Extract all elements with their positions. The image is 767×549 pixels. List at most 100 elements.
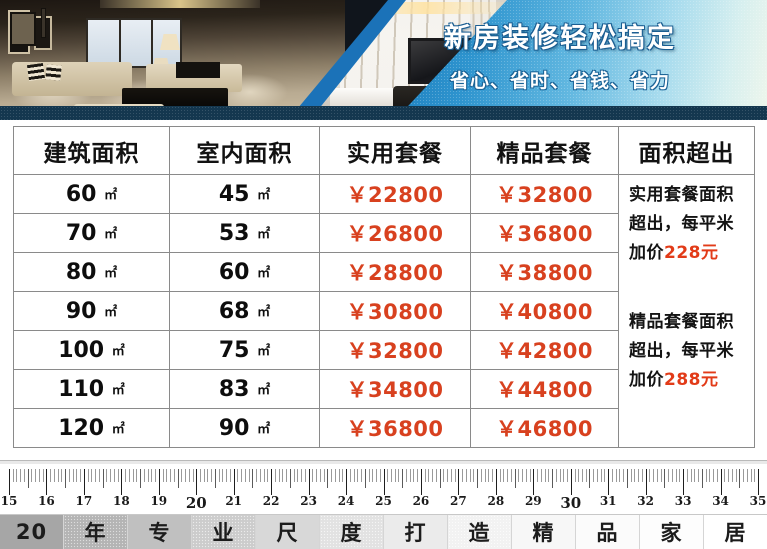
ruler-minor-tick <box>304 469 306 482</box>
table-row: 90 ㎡ 68 ㎡ ￥30800 ￥40800 <box>13 291 755 331</box>
ruler-minor-tick <box>237 469 239 482</box>
ruler-minor-tick <box>518 469 520 482</box>
table-row: 120 ㎡ 90 ㎡ ￥36800 ￥46800 <box>13 408 755 448</box>
ruler-minor-tick <box>488 469 490 482</box>
ruler-minor-tick <box>128 469 130 482</box>
ruler-minor-tick <box>653 469 655 482</box>
ruler-number-labels: 15 16 17 18 19 20 21 22 23 24 25 26 27 28 29 30 31 32 33 34… <box>0 494 767 512</box>
slogan-cell: 家 <box>640 515 704 549</box>
ruler-minor-tick <box>274 469 276 482</box>
cell-inner-area: 83 ㎡ <box>169 369 320 409</box>
ruler-major-tick <box>533 469 535 495</box>
cove-light-strip <box>335 2 515 14</box>
navy-bottom-bar <box>0 106 767 120</box>
ruler-label: 19 <box>150 494 168 508</box>
pillow-icon <box>26 62 46 82</box>
ruler-minor-tick <box>16 469 18 482</box>
ruler-minor-tick <box>713 469 715 482</box>
ruler-minor-tick <box>735 469 737 482</box>
ruler-minor-tick <box>117 469 119 482</box>
ruler-minor-tick <box>151 469 153 482</box>
ruler-minor-tick <box>750 469 752 482</box>
cell-building-area: 80 ㎡ <box>13 252 170 292</box>
ruler-minor-tick <box>38 469 40 482</box>
cell-premium-price: ￥44800 <box>470 369 619 409</box>
ruler-label: 30 <box>560 494 582 512</box>
cell-inner-area: 60 ㎡ <box>169 252 320 292</box>
living-room-photo <box>0 0 345 120</box>
picture-frame-slim-icon <box>41 8 46 38</box>
cell-inner-area: 45 ㎡ <box>169 174 320 214</box>
header-banner: 新房装修轻松搞定 省心、省时、省钱、省力 <box>0 0 767 120</box>
ruler-minor-tick <box>136 469 138 482</box>
slogan-cell: 打 <box>384 515 448 549</box>
ruler-minor-tick <box>469 469 471 482</box>
ruler-minor-tick <box>585 469 587 482</box>
ruler-minor-tick <box>379 469 381 482</box>
ruler-minor-tick <box>95 469 97 482</box>
ruler-label: 23 <box>300 494 317 508</box>
ruler-label: 16 <box>38 494 55 508</box>
table-row: 70 ㎡ 53 ㎡ ￥26800 ￥36800 <box>13 213 755 253</box>
ruler-minor-tick <box>743 469 745 482</box>
ruler-minor-tick <box>716 469 718 482</box>
cell-practical-price: ￥34800 <box>319 369 471 409</box>
ruler-half-tick <box>664 469 666 488</box>
ruler-label: 20 <box>185 494 207 512</box>
ruler-major-tick <box>683 469 685 495</box>
ruler-minor-tick <box>173 469 175 482</box>
ruler-minor-tick <box>229 469 231 482</box>
ruler-major-tick <box>9 469 10 495</box>
ruler-minor-tick <box>259 469 261 482</box>
slogan-cell: 尺 <box>256 515 320 549</box>
ruler-minor-tick <box>728 469 730 482</box>
ruler-minor-tick <box>125 469 127 482</box>
pillow-secondary-icon <box>45 64 62 81</box>
ruler-minor-tick <box>510 469 512 482</box>
ruler-minor-tick <box>499 469 501 482</box>
cell-area-overrun-notes: 实用套餐面积 超出，每平米 加价228元 精品套餐面积 超出，每平米 加价288… <box>618 174 755 448</box>
ruler-minor-tick <box>132 469 134 482</box>
ruler-major-tick <box>758 469 759 495</box>
ruler-minor-tick <box>87 469 89 482</box>
ruler-minor-tick <box>42 469 44 482</box>
ruler-minor-tick <box>522 469 524 482</box>
ruler-minor-tick <box>525 469 527 482</box>
ruler-minor-tick <box>705 469 707 482</box>
ruler-minor-tick <box>694 469 696 482</box>
cell-practical-price: ￥30800 <box>319 291 471 331</box>
ruler-minor-tick <box>641 469 643 482</box>
ruler-minor-tick <box>615 469 617 482</box>
ruler-major-tick <box>495 469 497 495</box>
picture-frame-icon <box>10 12 36 46</box>
ruler-minor-tick <box>50 469 52 482</box>
cell-inner-area: 68 ㎡ <box>169 291 320 331</box>
column-header-premium: 精品套餐 <box>470 126 619 175</box>
ruler-minor-tick <box>480 469 482 482</box>
ruler-label: 18 <box>112 494 130 508</box>
ruler-minor-tick <box>675 469 677 482</box>
ruler-minor-tick <box>286 469 288 482</box>
cell-building-area: 70 ㎡ <box>13 213 170 253</box>
ruler-minor-tick <box>679 469 681 482</box>
ruler-minor-tick <box>218 469 220 482</box>
ceiling-light-strip <box>100 0 260 8</box>
ruler-minor-tick <box>754 469 756 482</box>
cell-inner-area: 75 ㎡ <box>169 330 320 370</box>
ruler-half-tick <box>589 469 591 488</box>
ruler-label: 35 <box>749 494 767 508</box>
note-line-1: 精品套餐面积 <box>629 312 734 332</box>
ruler-half-tick <box>102 469 104 488</box>
ruler-label: 21 <box>225 494 243 508</box>
ruler-minor-tick <box>544 469 546 482</box>
ruler-minor-tick <box>649 469 651 482</box>
ruler-minor-tick <box>503 469 505 482</box>
ruler-half-tick <box>402 469 404 488</box>
slogan-cell: 年 <box>64 515 128 549</box>
ruler-minor-tick <box>578 469 580 482</box>
price-table-section: 建筑面积 室内面积 实用套餐 精品套餐 面积超出 60 ㎡ 45 ㎡ ￥2280… <box>0 120 767 460</box>
ruler-major-tick <box>308 469 310 495</box>
cell-practical-price: ￥28800 <box>319 252 471 292</box>
ruler-minor-tick <box>630 469 632 482</box>
ruler-minor-tick <box>256 469 258 482</box>
